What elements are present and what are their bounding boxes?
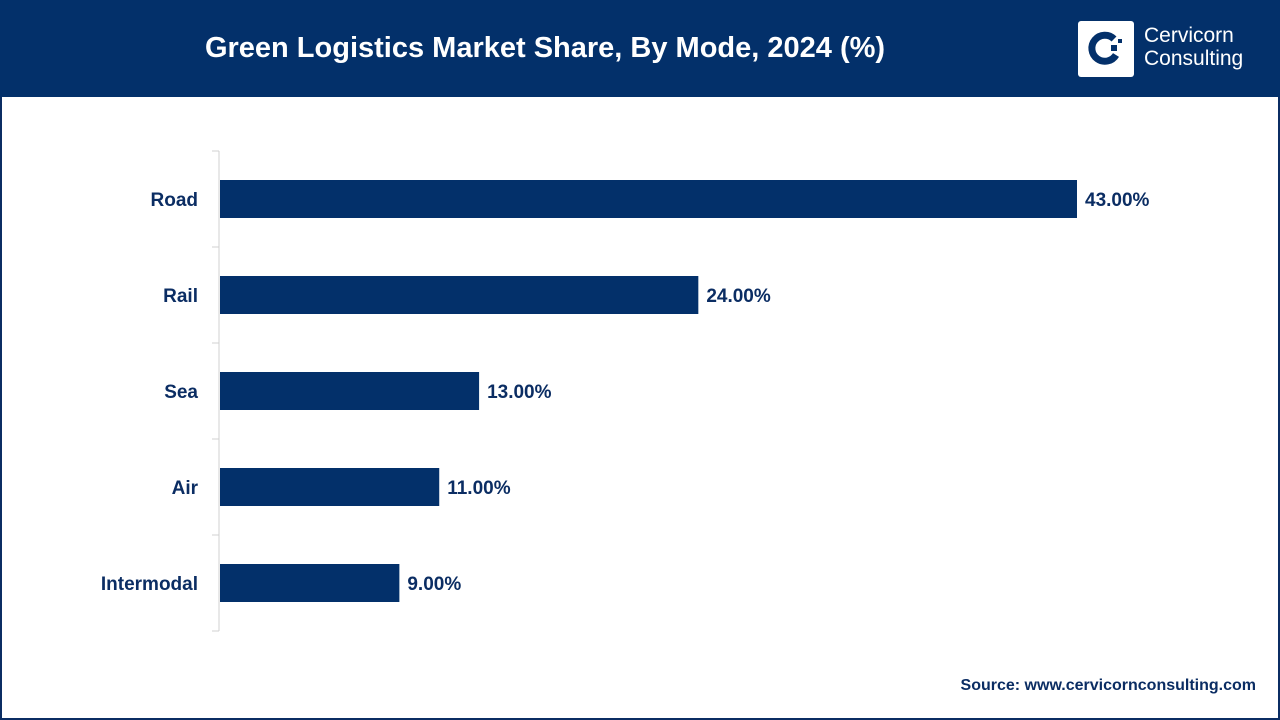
- header: Green Logistics Market Share, By Mode, 2…: [0, 0, 1280, 97]
- category-label: Rail: [163, 286, 198, 307]
- data-label: 9.00%: [407, 574, 461, 595]
- category-label: Sea: [164, 382, 198, 403]
- source-text: Source: www.cervicornconsulting.com: [960, 677, 1256, 694]
- bar: [220, 564, 400, 602]
- category-label: Road: [151, 190, 199, 211]
- chart-title: Green Logistics Market Share, By Mode, 2…: [204, 32, 886, 64]
- bar: [220, 180, 1077, 218]
- bar: [220, 372, 480, 410]
- bar: [220, 276, 699, 314]
- data-label: 43.00%: [1085, 190, 1150, 211]
- category-label: Intermodal: [101, 574, 198, 595]
- logo-text: Cervicorn Consulting: [1144, 24, 1244, 70]
- category-label: Air: [172, 478, 199, 499]
- data-label: 13.00%: [487, 382, 552, 403]
- bar: [220, 468, 440, 506]
- logo-icon: [1078, 21, 1134, 77]
- data-label: 24.00%: [706, 286, 771, 307]
- data-label: 11.00%: [447, 478, 510, 499]
